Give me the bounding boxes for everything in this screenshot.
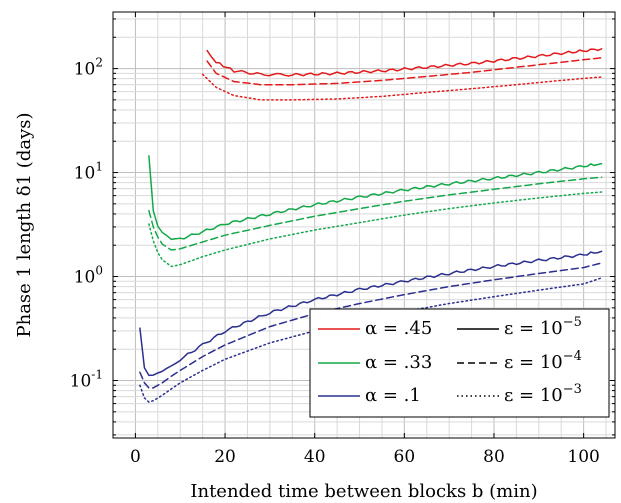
y-tick-label: 100 [74, 264, 103, 288]
x-tick-label: 40 [304, 447, 326, 467]
x-tick-label: 100 [567, 447, 599, 467]
y-tick-label: 101 [74, 160, 103, 184]
series-line-alpha-45-eps-10m3 [201, 73, 603, 101]
series-line-alpha-45-eps-10m5 [206, 48, 603, 77]
x-axis-label: Intended time between blocks b (min) [190, 481, 537, 502]
series-lines [139, 48, 603, 403]
y-tick-label: 10-1 [70, 368, 103, 392]
x-tick-label: 0 [130, 447, 141, 467]
legend-label-alpha: α = .45 [365, 318, 432, 339]
x-tick-label: 80 [483, 447, 505, 467]
legend: α = .45α = .33α = .1ε = 10−5ε = 10−4ε = … [309, 308, 610, 418]
series-line-alpha-1-eps-10m5 [139, 250, 603, 377]
legend-label-alpha: α = .33 [365, 352, 432, 373]
y-tick-label: 102 [74, 56, 103, 80]
x-tick-label: 60 [394, 447, 416, 467]
plot-frame [112, 11, 616, 439]
series-line-alpha-33-eps-10m4 [148, 176, 603, 251]
y-axis-label: Phase 1 length δ1 (days) [14, 112, 35, 337]
series-line-alpha-33-eps-10m3 [148, 191, 603, 268]
legend-label-alpha: α = .1 [365, 385, 421, 406]
series-line-alpha-1-eps-10m4 [139, 262, 603, 389]
series-line-alpha-33-eps-10m5 [148, 155, 603, 241]
x-tick-label: 20 [214, 447, 236, 467]
